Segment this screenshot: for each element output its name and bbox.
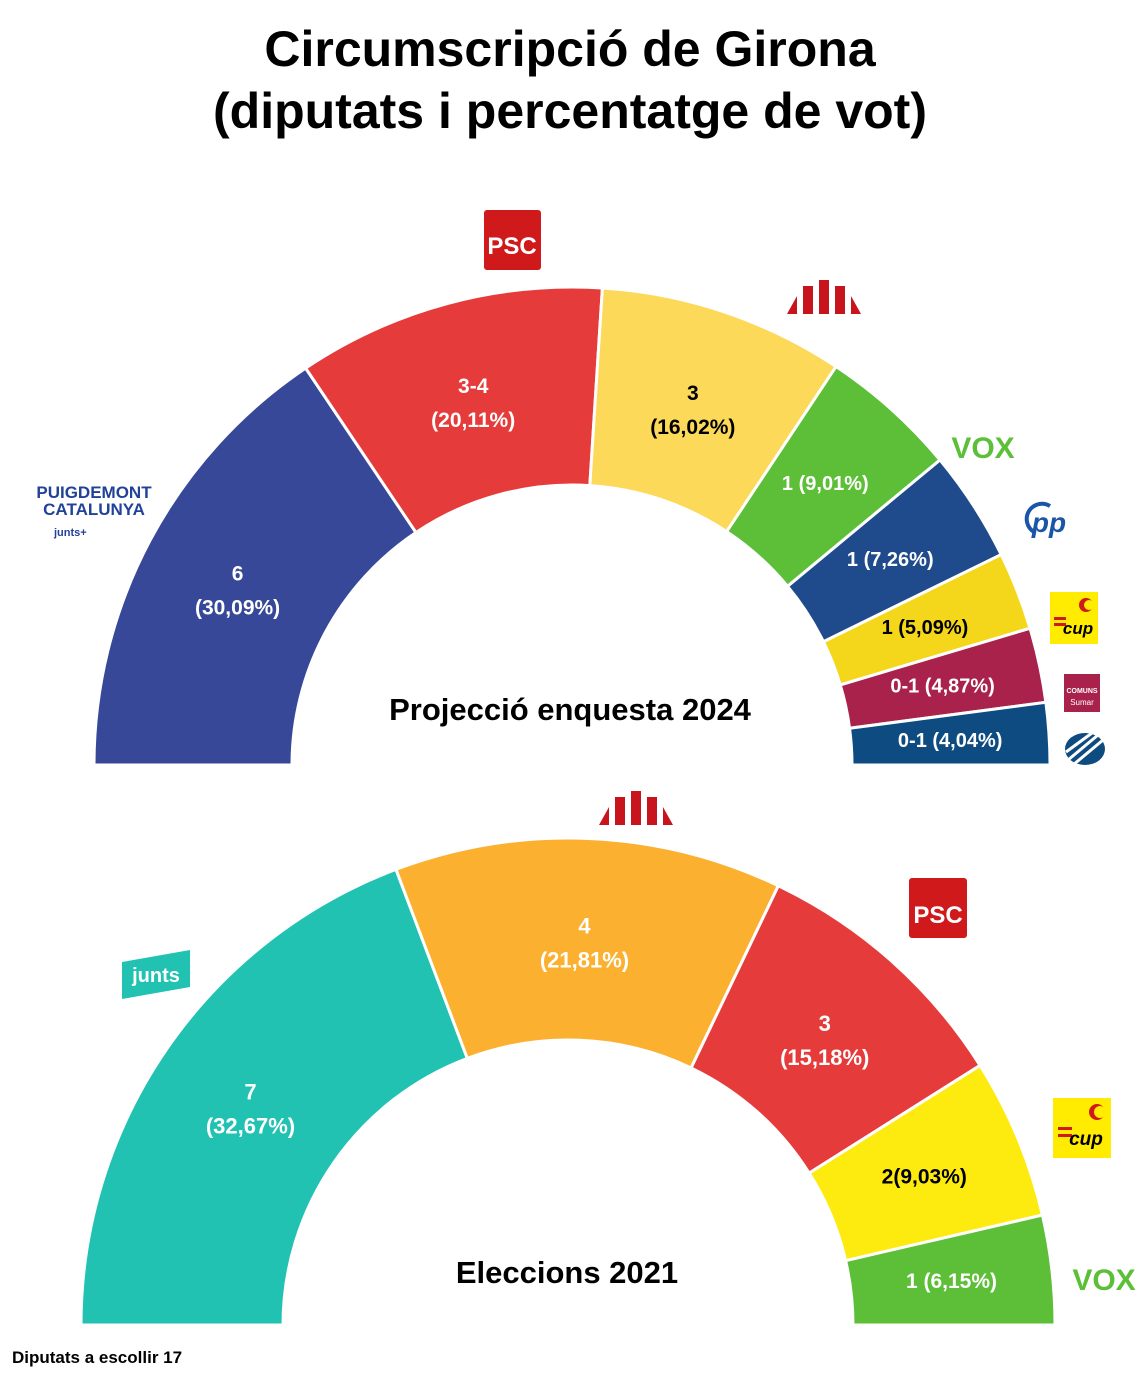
footer-note: Diputats a escollir 17 (12, 1348, 183, 1367)
chart-title: Circumscripció de Girona (diputats i per… (0, 18, 1140, 142)
slice-label-0-3: 1 (9,01%) (782, 473, 869, 495)
junts-logo: junts (122, 950, 190, 999)
slice-label-seats-0-0: 6 (232, 563, 244, 586)
psc-logo: PSC (484, 210, 541, 270)
slice-1-4 (843, 1213, 1057, 1327)
erc-logo (787, 280, 861, 314)
puigdemont-logo-line2: CATALUNYA (43, 500, 145, 519)
slice-label-1-4: 1 (6,15%) (906, 1270, 997, 1293)
vox-logo-2021: VOX (1072, 1264, 1135, 1297)
comuns-logo-line1: COMUNS (1066, 688, 1097, 695)
slice-label-0-4: 1 (7,26%) (847, 549, 934, 571)
junts-logo-text: junts (131, 965, 180, 987)
slice-1-1 (394, 836, 781, 1070)
slice-label-pct-0-1: (20,11%) (431, 409, 515, 432)
slice-1-0 (79, 867, 470, 1327)
slice-label-pct-1-2: (15,18%) (780, 1045, 869, 1070)
chart-title-line1: Circumscripció de Girona (264, 21, 876, 77)
chart-title-line2: (diputats i percentatge de vot) (213, 83, 927, 139)
slice-label-pct-0-2: (16,02%) (650, 416, 735, 439)
pp-logo-text: pp (1031, 507, 1066, 538)
erc-logo-2021 (599, 791, 673, 825)
chart-2024-title: Projecció enquesta 2024 (389, 692, 752, 727)
slice-label-1-3: 2(9,03%) (882, 1165, 967, 1188)
cup-logo-text-2024: cup (1063, 619, 1093, 638)
slice-label-seats-0-1: 3-4 (458, 375, 489, 398)
slice-label-pct-1-0: (32,67%) (206, 1113, 295, 1138)
slice-label-0-6: 0-1 (4,87%) (890, 676, 995, 698)
comuns-logo: COMUNS Sumar (1064, 674, 1100, 712)
slice-0-7 (847, 700, 1052, 767)
slice-label-seats-1-0: 7 (244, 1079, 256, 1104)
cup-logo-text-2021: cup (1069, 1129, 1103, 1150)
comuns-logo-line2: Sumar (1070, 698, 1094, 707)
psc-logo-2021-text: PSC (913, 902, 962, 929)
slice-label-pct-1-1: (21,81%) (540, 947, 629, 972)
slice-label-seats-1-1: 4 (578, 913, 591, 938)
puigdemont-logo-line3: junts+ (53, 527, 87, 539)
slice-label-seats-0-2: 3 (687, 382, 699, 405)
chart-2024: 6 (30,09%) 3-4 (20,11%) 3 (16,02%) 1 (9,01%) 1 … (92, 285, 1052, 767)
alianca-logo (1065, 731, 1105, 767)
cup-logo-2024: cup (1050, 592, 1098, 644)
psc-logo-text: PSC (487, 233, 536, 260)
slice-label-seats-1-2: 3 (819, 1011, 831, 1036)
vox-logo: VOX (951, 432, 1014, 465)
slice-0-0 (92, 366, 419, 767)
psc-logo-2021: PSC (909, 878, 967, 938)
cup-logo-2021: cup (1053, 1098, 1111, 1158)
chart-2021-title: Eleccions 2021 (456, 1255, 678, 1290)
slice-label-0-7: 0-1 (4,04%) (898, 730, 1003, 752)
chart-2021: 7 (32,67%) 4 (21,81%) 3 (15,18%) 2(9,03%) 1 (6,… (79, 836, 1057, 1327)
puigdemont-logo-line1: PUIGDEMONT (36, 483, 152, 502)
slice-label-0-5: 1 (5,09%) (882, 617, 969, 639)
pp-logo: pp (1024, 501, 1066, 538)
puigdemont-logo: PUIGDEMONT CATALUNYA junts+ (36, 483, 152, 539)
slice-label-pct-0-0: (30,09%) (195, 597, 280, 620)
